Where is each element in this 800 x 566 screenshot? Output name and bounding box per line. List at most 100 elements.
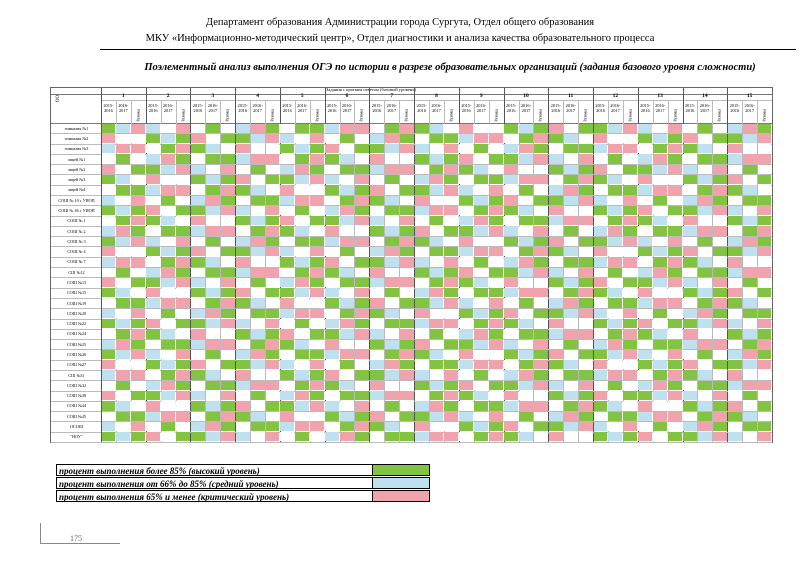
table-cell [623,257,638,267]
table-cell [563,123,578,133]
table-cell [280,288,295,298]
row-label: СОШ №45 [66,413,87,419]
table-cell [369,370,384,380]
table-cell [578,401,593,411]
table-cell [340,236,354,246]
table-cell [697,319,712,329]
table-cell [220,411,235,421]
year-label: 2015-2016 [729,103,740,113]
table-cell [369,123,384,133]
table-cell [131,174,146,185]
table-cell [444,226,459,236]
table-cell [683,329,697,339]
table-cell [533,226,548,236]
table-cell [533,421,548,432]
table-cell [697,205,712,216]
table-cell [757,246,772,257]
year-label: 2016-2017 [744,103,755,113]
table-cell [101,380,116,391]
table-cell [250,411,265,421]
table-cell [101,421,116,432]
table-cell [727,360,742,370]
row-label: СОШ №19 [66,300,87,306]
table-cell [578,319,593,329]
table-cell [340,432,354,442]
table-cell [101,246,116,257]
table-cell [116,174,131,185]
table-cell [608,195,623,205]
table-cell [399,236,414,246]
table-cell [489,195,504,205]
table-cell [459,154,474,164]
table-cell [235,298,250,308]
table-cell [384,349,399,360]
table-cell [369,267,384,277]
table-cell [190,349,205,360]
table-cell [161,185,176,195]
table-cell [235,205,250,216]
table-cell [623,246,638,257]
table-cell [757,380,772,391]
table-cell [712,133,727,144]
table-cell [593,195,608,205]
table-cell [608,123,623,133]
table-cell [638,339,653,349]
table-cell [161,195,176,205]
table-cell [146,185,161,195]
table-cell [474,267,489,277]
table-cell [697,174,712,185]
table-cell [533,411,548,421]
table-cell [519,185,533,195]
table-cell [757,370,772,380]
table-cell [504,391,518,401]
table-cell [638,154,653,164]
table-cell [519,298,533,308]
table-cell [116,277,131,288]
table-cell [638,144,653,154]
table-cell [683,133,697,144]
table-cell [638,349,653,360]
table-cell [668,154,683,164]
table-cell [414,421,429,432]
table-cell [533,329,548,339]
table-cell [563,154,578,164]
table-cell [399,154,414,164]
table-cell [459,246,474,257]
result-label: Разница [225,109,230,122]
table-cell [325,339,340,349]
table-cell [653,432,668,442]
table-cell [325,267,340,277]
table-cell [310,329,325,339]
table-cell [519,411,533,421]
task-number: 11 [568,93,574,99]
table-cell [295,123,310,133]
table-cell [429,257,444,267]
result-label: Разница [762,109,767,122]
year-label: 2016-2017 [386,103,397,113]
table-cell [623,133,638,144]
table-cell [384,432,399,442]
row-label: гимназия №1 [64,125,89,131]
table-cell [697,216,712,226]
table-cell [563,267,578,277]
table-cell [295,164,310,174]
table-cell [190,195,205,205]
table-cell [593,391,608,401]
table-cell [340,360,354,370]
table-cell [727,421,742,432]
table-cell [295,339,310,349]
table-cell [623,432,638,442]
table-cell [563,349,578,360]
table-cell [220,360,235,370]
table-cell [205,236,220,246]
table-cell [638,185,653,195]
table-cell [668,123,683,133]
table-cell [727,288,742,298]
table-cell [235,277,250,288]
table-cell [519,246,533,257]
table-cell [623,401,638,411]
table-cell [340,319,354,329]
table-cell [414,432,429,442]
table-cell [533,401,548,411]
table-cell [593,380,608,391]
